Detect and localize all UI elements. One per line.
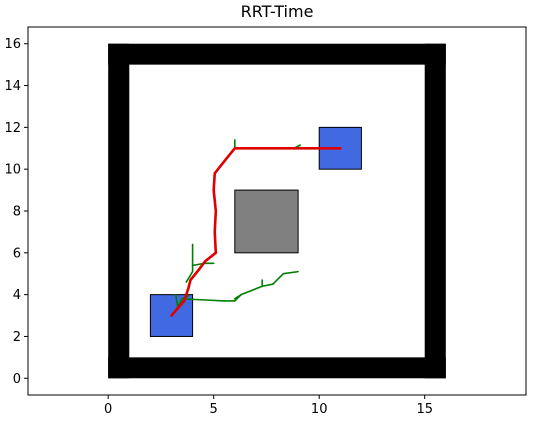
y-tick-label-8: 8 — [13, 205, 21, 220]
y-tick-label-12: 12 — [4, 121, 21, 136]
y-tick-label-10: 10 — [4, 163, 21, 178]
wall-1 — [108, 44, 446, 65]
x-tick-label-5: 5 — [210, 402, 218, 417]
y-tick-label-0: 0 — [13, 372, 21, 387]
tree-edge-3 — [203, 300, 224, 301]
x-tick-label-0: 0 — [104, 402, 112, 417]
x-tick-label-15: 15 — [416, 402, 433, 417]
y-tick-label-16: 16 — [4, 37, 21, 52]
chart-title: RRT-Time — [241, 2, 314, 21]
x-tick-label-10: 10 — [311, 402, 328, 417]
wall-3 — [425, 44, 446, 379]
wall-0 — [108, 357, 446, 378]
y-tick-label-2: 2 — [13, 330, 21, 345]
y-tick-label-4: 4 — [13, 288, 21, 303]
y-tick-label-6: 6 — [13, 246, 21, 261]
wall-2 — [108, 44, 129, 379]
obstacle-0 — [235, 190, 298, 253]
y-tick-label-14: 14 — [4, 79, 21, 94]
